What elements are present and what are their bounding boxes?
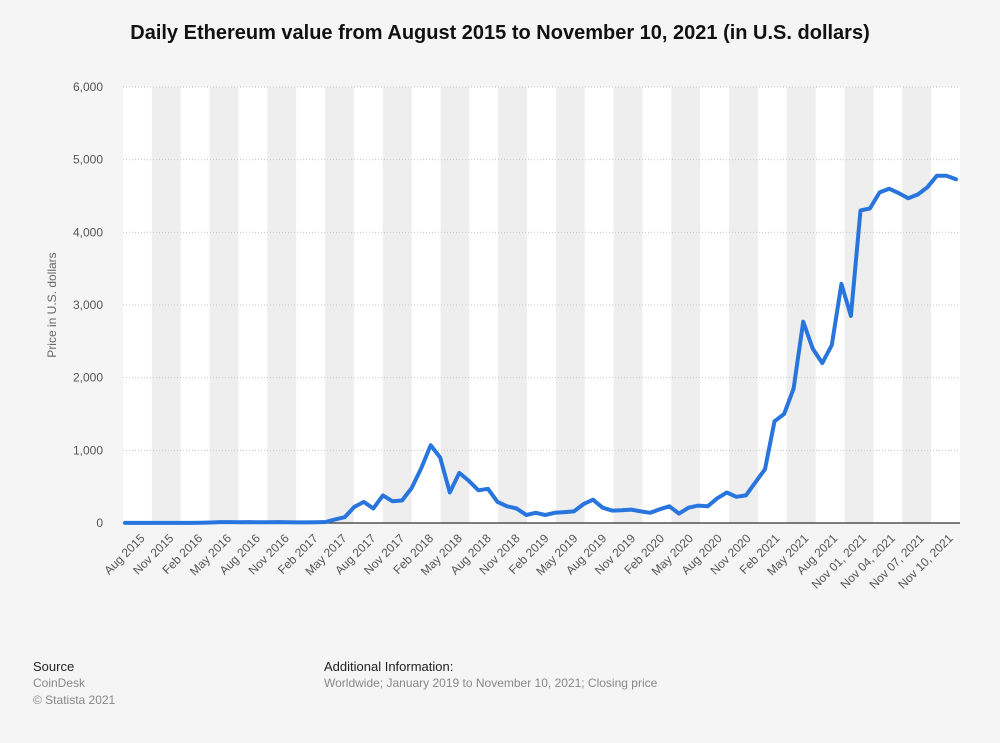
y-tick-label: 5,000: [73, 153, 103, 167]
background-band: [671, 87, 701, 523]
y-tick-label: 2,000: [73, 371, 103, 385]
background-band: [642, 87, 672, 523]
y-tick-label: 4,000: [73, 225, 103, 239]
additional-info-block: Additional Information: Worldwide; Janua…: [324, 658, 657, 692]
info-heading: Additional Information:: [324, 659, 454, 674]
line-chart: 0 1,000 2,000 3,000 4,000 5,000 6,000 Aug 2015…: [45, 80, 960, 592]
chart-title: Daily Ethereum value from August 2015 to…: [130, 22, 870, 44]
background-band: [584, 87, 614, 523]
series-line: [123, 173, 958, 525]
y-tick-label: 0: [96, 516, 103, 530]
background-band: [440, 87, 470, 523]
background-band: [353, 87, 383, 523]
y-tick-label: 6,000: [73, 80, 103, 94]
source-block: Source CoinDesk © Statista 2021: [33, 658, 115, 709]
y-axis-ticks: 0 1,000 2,000 3,000 4,000 5,000 6,000: [73, 80, 103, 530]
copyright[interactable]: © Statista 2021: [33, 693, 116, 707]
y-tick-label: 1,000: [73, 443, 103, 457]
background-band: [209, 87, 239, 523]
y-tick-label: 3,000: [73, 298, 103, 312]
source-heading: Source: [33, 659, 75, 674]
source-name[interactable]: CoinDesk: [33, 676, 86, 690]
background-band: [613, 87, 643, 523]
background-band: [902, 87, 932, 523]
info-text: Worldwide; January 2019 to November 10, …: [324, 676, 658, 690]
y-axis-label: Price in U.S. dollars: [45, 252, 59, 357]
